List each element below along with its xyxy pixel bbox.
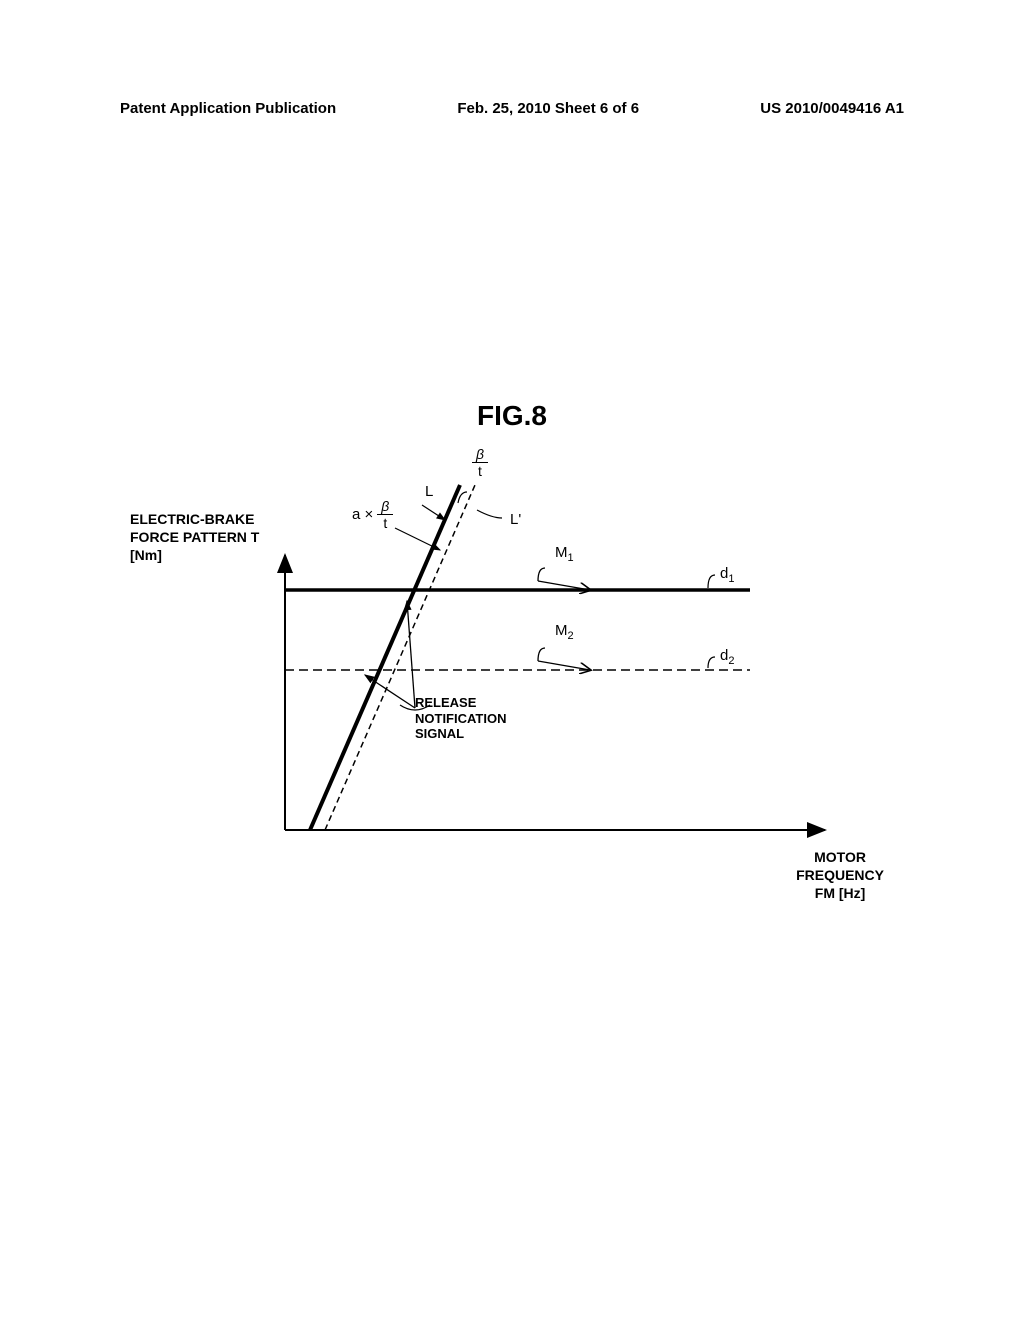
Lprime-hook [477,510,502,518]
header-left: Patent Application Publication [120,100,336,117]
d1-hook [708,575,715,588]
line-Lprime [325,485,475,830]
header-center: Feb. 25, 2010 Sheet 6 of 6 [457,100,639,117]
M1-hook [538,568,545,581]
L-arrow [422,505,445,520]
M2-arrow [538,661,590,670]
header-right: US 2010/0049416 A1 [760,100,904,117]
chart-container [130,450,860,870]
chart-svg [130,450,860,870]
x-axis-label-line3: FM [Hz] [815,885,866,901]
abeta-arrow [395,528,440,550]
release-arrow-2 [407,601,415,708]
beta-hook [458,492,467,503]
line-L [310,485,460,830]
figure-title: FIG.8 [0,400,1024,432]
d2-hook [708,657,715,668]
M2-hook [538,648,545,661]
